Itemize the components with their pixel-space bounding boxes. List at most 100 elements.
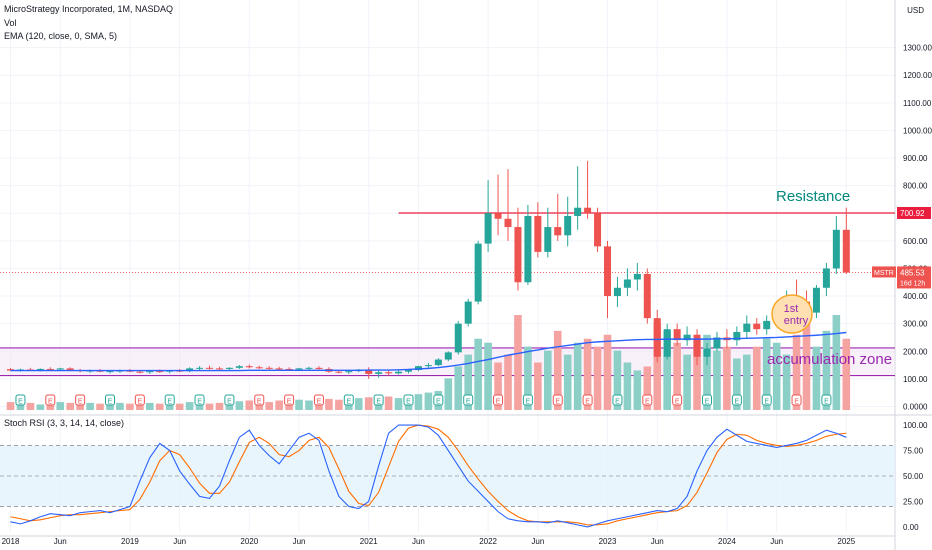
volume-bar	[275, 400, 283, 410]
price-tick-label: 400.00	[903, 292, 928, 301]
earnings-marker: E	[224, 394, 235, 406]
earnings-marker-box	[45, 394, 56, 406]
volume-bar	[484, 342, 492, 410]
candle-body	[56, 368, 64, 370]
earnings-marker-letter: E	[317, 399, 322, 406]
candle-body	[832, 229, 840, 269]
volume-bar	[175, 403, 184, 410]
price-tick-label: 900.00	[903, 154, 928, 163]
resistance-label: Resistance	[776, 188, 850, 205]
candle-body	[564, 216, 572, 236]
volume-bar	[444, 378, 453, 410]
earnings-marker: E	[582, 394, 593, 406]
earnings-marker-box	[134, 394, 145, 406]
volume-bar	[285, 401, 293, 410]
volume-bar	[683, 354, 691, 410]
earnings-marker: E	[403, 394, 414, 406]
stoch-legend: Stoch RSI (3, 3, 14, 14, close)	[4, 418, 125, 428]
earnings-marker: E	[194, 394, 205, 406]
candle-body	[245, 366, 253, 368]
earnings-marker: E	[731, 394, 742, 406]
volume-bar	[633, 370, 642, 410]
candle-body	[613, 287, 621, 297]
volume-bar	[514, 315, 522, 410]
candle-body	[464, 301, 472, 324]
volume-bar	[623, 362, 632, 410]
earnings-marker-letter: E	[167, 399, 172, 406]
stoch-k-line	[10, 424, 847, 528]
earnings-marker-box	[105, 394, 115, 406]
earnings-marker-box	[612, 394, 623, 406]
earnings-marker-letter: E	[585, 399, 590, 406]
symbol-tag: MSTR	[874, 270, 894, 277]
earnings-marker-letter: E	[48, 399, 53, 406]
volume-bar	[752, 346, 761, 410]
candle-body	[673, 329, 681, 341]
volume-bar	[474, 338, 482, 410]
earnings-marker: E	[254, 394, 265, 406]
price-tick-label: 0.0000	[903, 402, 928, 411]
earnings-marker-letter: E	[466, 399, 471, 406]
earnings-marker-box	[791, 394, 802, 406]
volume-bar	[136, 404, 144, 410]
volume-bar	[335, 399, 343, 410]
candle-body	[494, 213, 502, 219]
earnings-marker-letter: E	[555, 399, 560, 406]
earnings-marker: E	[284, 394, 295, 406]
earnings-marker: E	[313, 394, 324, 406]
candle-body	[504, 218, 512, 228]
time-tick-label: 2021	[360, 537, 378, 546]
symbol-tag-bg	[872, 266, 896, 278]
earnings-marker: E	[45, 394, 56, 406]
volume-bar	[832, 315, 841, 410]
earnings-marker-letter: E	[287, 399, 292, 406]
volume-bar	[215, 402, 224, 410]
candle-body	[375, 372, 383, 374]
price-tick-label: 100.00	[903, 375, 928, 384]
candle-body	[265, 367, 273, 369]
earnings-marker-letter: E	[675, 399, 680, 406]
currency-label[interactable]: USD	[907, 6, 924, 15]
time-tick-label: Jun	[293, 537, 306, 546]
earnings-marker-letter: E	[227, 399, 232, 406]
earnings-marker: E	[672, 394, 683, 406]
earnings-marker-letter: E	[526, 399, 531, 406]
stoch-tick-label: 0.00	[903, 523, 919, 532]
candle-body	[275, 368, 283, 370]
candle-body	[623, 279, 631, 288]
earnings-marker-box	[552, 394, 563, 406]
candle-body	[444, 352, 452, 360]
price-tick-label: 800.00	[903, 182, 928, 191]
volume-bar	[46, 403, 55, 410]
stoch-tick-label: 50.00	[903, 472, 924, 481]
volume-bar	[593, 346, 602, 410]
earnings-marker-box	[433, 394, 444, 406]
candle-body	[235, 366, 243, 368]
volume-bar	[235, 401, 244, 410]
candle-body	[544, 227, 552, 252]
volume-bar	[325, 398, 333, 410]
candle-body	[663, 329, 671, 357]
accumulation-zone-fill	[0, 347, 895, 376]
earnings-marker: E	[761, 394, 772, 406]
volume-bar	[534, 362, 542, 410]
candle-body	[753, 323, 761, 330]
earnings-marker-box	[373, 394, 384, 406]
volume-bar	[185, 402, 194, 410]
entry-label-line: 1st	[784, 303, 799, 315]
volume-bar	[802, 322, 811, 410]
candle-body	[424, 365, 432, 367]
volume-bar	[812, 346, 821, 410]
accumulation-zone-label: accumulation zone	[767, 351, 892, 368]
earnings-marker-box	[821, 394, 832, 406]
time-tick-label: 2018	[2, 537, 20, 546]
earnings-marker-letter: E	[138, 399, 143, 406]
volume-bar	[146, 402, 154, 410]
candle-body	[842, 229, 850, 273]
volume-bar	[76, 403, 84, 410]
time-tick-label: 2020	[240, 537, 258, 546]
earnings-marker: E	[373, 394, 384, 406]
earnings-marker-box	[15, 394, 26, 406]
volume-bar	[703, 334, 711, 410]
volume-bar	[524, 346, 532, 410]
